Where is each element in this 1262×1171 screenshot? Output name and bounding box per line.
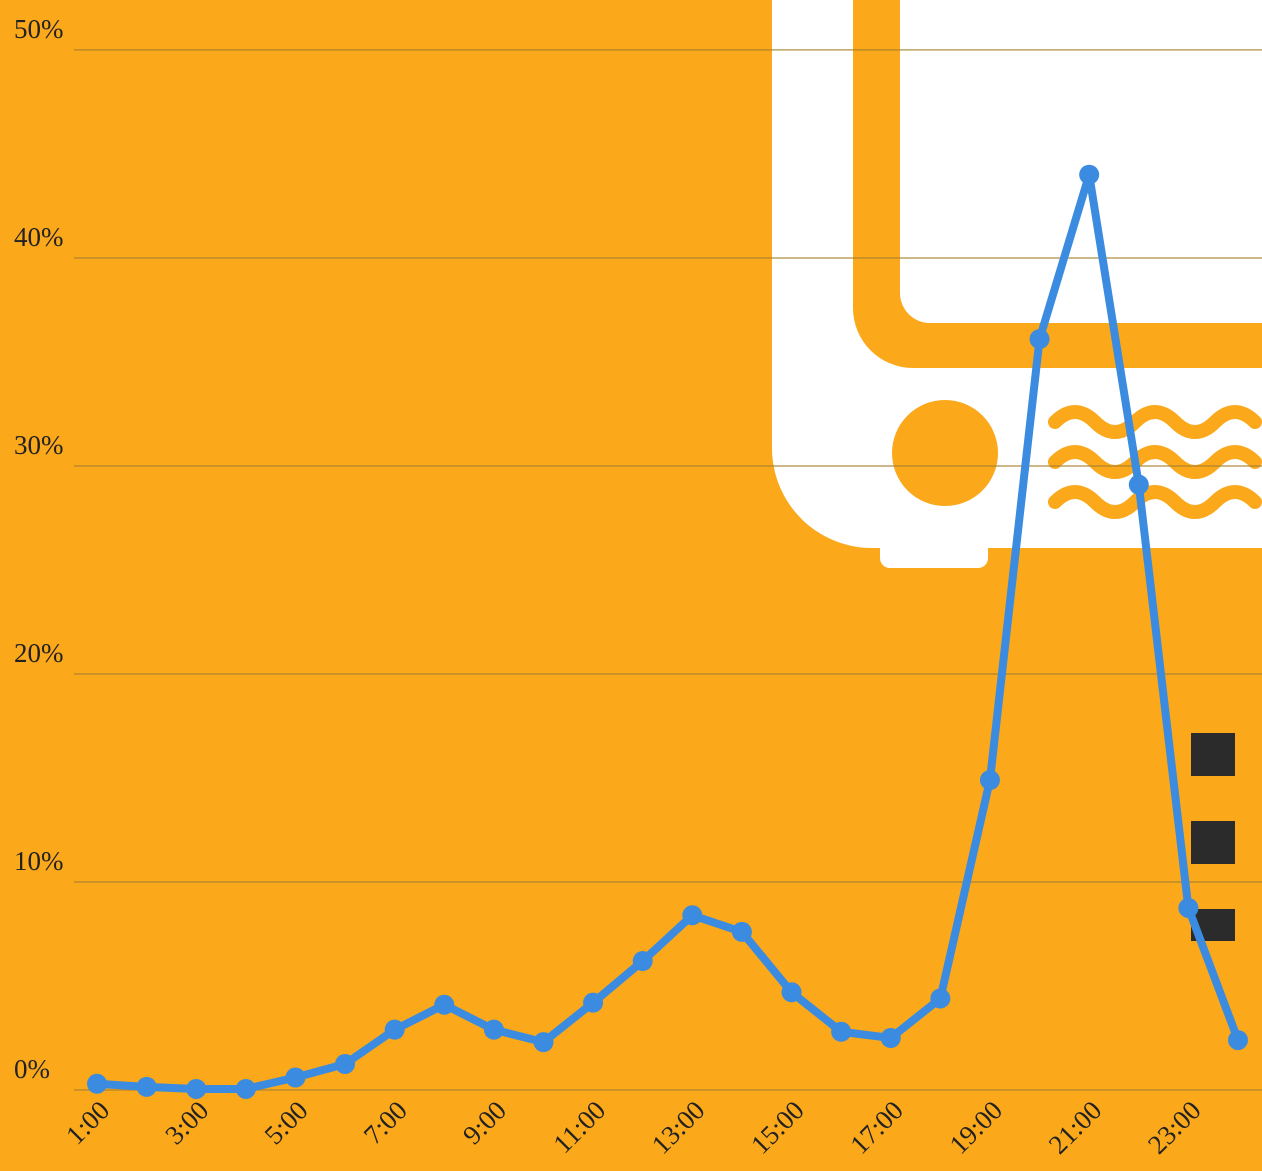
data-point (980, 770, 1000, 790)
data-point (1178, 898, 1198, 918)
chart: 0%10%20%30%40%50%1:003:005:007:009:0011:… (0, 0, 1262, 1171)
y-tick-label: 20% (14, 638, 64, 668)
tv-knob (892, 400, 998, 506)
data-point (831, 1022, 851, 1042)
data-point (484, 1020, 504, 1040)
y-tick-label: 10% (14, 846, 64, 876)
y-tick-label: 30% (14, 430, 64, 460)
data-point (881, 1028, 901, 1048)
data-point (930, 988, 950, 1008)
data-point (782, 982, 802, 1002)
data-point (1129, 475, 1149, 495)
y-tick-label: 50% (14, 14, 64, 44)
data-point (583, 993, 603, 1013)
page: 0%10%20%30%40%50%1:003:005:007:009:0011:… (0, 0, 1262, 1171)
data-point (1079, 165, 1099, 185)
tv-foot (880, 530, 988, 568)
data-point (385, 1020, 405, 1040)
data-point (732, 922, 752, 942)
data-point (335, 1054, 355, 1074)
data-point (236, 1079, 256, 1099)
data-point (682, 905, 702, 925)
data-point (285, 1068, 305, 1088)
data-point (1030, 329, 1050, 349)
data-point (533, 1032, 553, 1052)
data-point (633, 951, 653, 971)
data-point (1228, 1030, 1248, 1050)
tv-screen (900, 0, 1262, 323)
data-point (137, 1077, 157, 1097)
y-tick-label: 40% (14, 222, 64, 252)
data-point (434, 995, 454, 1015)
data-point (186, 1079, 206, 1099)
decor-square (1191, 733, 1235, 776)
y-tick-label: 0% (14, 1054, 50, 1084)
data-point (87, 1074, 107, 1094)
decor-square (1191, 821, 1235, 864)
